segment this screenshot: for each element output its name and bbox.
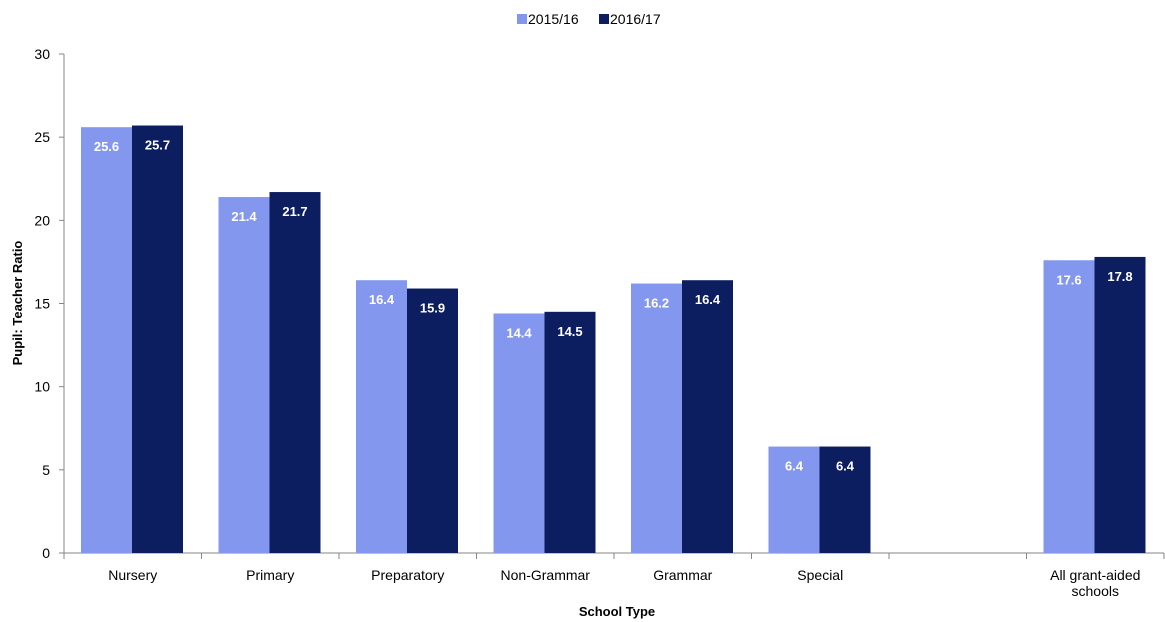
y-tick-label: 5 <box>42 462 50 478</box>
x-axis: Nursery Primary Preparatory Non-Grammar Gram… <box>63 552 1165 599</box>
data-label: 6.4 <box>836 459 855 474</box>
bar-2015-16 <box>218 197 270 553</box>
bar-2015-16 <box>81 127 132 553</box>
data-label: 6.4 <box>785 459 804 474</box>
legend-label: 2015/16 <box>528 11 579 27</box>
data-label: 16.4 <box>369 292 395 307</box>
y-tick-label: 25 <box>34 129 50 145</box>
y-tick-label: 10 <box>34 379 50 395</box>
bar-2016-17 <box>1094 256 1146 553</box>
data-label: 16.2 <box>644 296 669 311</box>
legend-swatch <box>517 14 527 24</box>
data-label: 15.9 <box>420 301 445 316</box>
bar-2016-17 <box>544 311 596 553</box>
x-tick-label: All grant-aided <box>1050 567 1140 583</box>
data-label: 17.8 <box>1107 269 1132 284</box>
bar-2015-16 <box>1043 260 1095 553</box>
y-tick-label: 30 <box>34 46 50 62</box>
bar-2016-17 <box>682 280 733 553</box>
x-tick-label: Non-Grammar <box>501 567 591 583</box>
legend-swatch <box>599 14 609 24</box>
data-label: 21.7 <box>282 204 307 219</box>
data-labels: 25.6 21.4 16.4 14.4 16.2 6.4 17.6 25.7 21.7 15.9 1… <box>94 138 1133 474</box>
bar-2016-17 <box>269 192 321 553</box>
x-tick-label: Nursery <box>108 567 157 583</box>
x-tick-label: schools <box>1072 583 1119 599</box>
legend: 2015/16 2016/17 <box>517 11 661 27</box>
legend-label: 2016/17 <box>610 11 661 27</box>
bar-2015-16 <box>631 283 682 553</box>
bar-2015-16 <box>768 446 820 553</box>
bar-2015-16 <box>493 313 545 553</box>
bar-2015-16 <box>356 280 407 553</box>
y-tick-label: 20 <box>34 212 50 228</box>
data-label: 14.5 <box>557 324 582 339</box>
x-tick-label: Grammar <box>653 567 712 583</box>
bar-2016-17 <box>132 125 183 554</box>
bar-2016-17 <box>819 446 871 553</box>
y-tick-label: 0 <box>42 545 50 561</box>
data-label: 21.4 <box>231 209 257 224</box>
bar-2016-17 <box>407 288 458 553</box>
data-label: 17.6 <box>1056 272 1081 287</box>
y-axis: 0 5 10 15 20 25 30 <box>34 46 65 561</box>
x-tick-label: Special <box>797 567 843 583</box>
x-axis-title: School Type <box>579 604 655 619</box>
x-tick-label: Preparatory <box>371 567 444 583</box>
data-label: 25.6 <box>94 139 119 154</box>
y-axis-title: Pupil: Teacher Ratio <box>10 241 25 366</box>
y-tick-label: 15 <box>34 296 50 312</box>
data-label: 14.4 <box>506 325 532 340</box>
bars <box>81 125 1146 554</box>
x-tick-label: Primary <box>246 567 294 583</box>
data-label: 25.7 <box>145 138 170 153</box>
data-label: 16.4 <box>695 292 721 307</box>
